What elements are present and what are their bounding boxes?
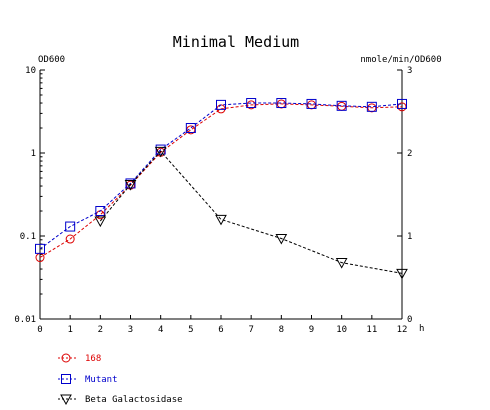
data-point-beta-galactosidase bbox=[335, 258, 348, 269]
data-point-168 bbox=[65, 234, 75, 244]
legend-label-168: 168 bbox=[85, 354, 101, 364]
x-tick-label: 0 bbox=[37, 325, 42, 335]
series-layer bbox=[35, 98, 408, 280]
data-point-mutant bbox=[125, 178, 136, 189]
data-point-beta-galactosidase bbox=[154, 146, 167, 158]
x-tick-label: 4 bbox=[158, 325, 163, 335]
legend: 168 Mutant Beta Galactosidase bbox=[58, 353, 183, 406]
y-left-tick-label: 0.01 bbox=[14, 315, 36, 325]
data-point-mutant bbox=[397, 98, 407, 109]
data-point-mutant bbox=[185, 123, 196, 134]
data-point-mutant bbox=[246, 98, 257, 109]
series-line-beta-galactosidase bbox=[99, 150, 403, 274]
legend-marker-mutant bbox=[61, 374, 71, 384]
x-tick-label: 3 bbox=[128, 325, 133, 335]
x-tick-label: 12 bbox=[397, 325, 408, 335]
x-tick-label: 10 bbox=[336, 325, 347, 335]
y-right-tick-label: 1 bbox=[407, 232, 412, 242]
data-point-beta-galactosidase bbox=[396, 268, 408, 280]
series-168 bbox=[35, 99, 407, 263]
legend-marker-beta-galactosidase bbox=[60, 394, 72, 406]
y-left-tick-label: 1 bbox=[31, 149, 36, 159]
data-point-mutant bbox=[155, 144, 166, 155]
data-point-beta-galactosidase bbox=[94, 216, 107, 228]
y-left-axis-label: OD600 bbox=[38, 55, 65, 65]
data-point-mutant bbox=[276, 98, 287, 109]
data-point-beta-galactosidase bbox=[275, 233, 288, 245]
data-point-mutant bbox=[366, 101, 377, 112]
y-left-tick-label: 0.1 bbox=[20, 232, 36, 242]
x-tick-label: 11 bbox=[366, 325, 377, 335]
legend-label-mutant: Mutant bbox=[85, 375, 118, 385]
x-tick-label: 2 bbox=[98, 325, 103, 335]
series-mutant bbox=[35, 98, 407, 254]
y-right-tick-label: 0 bbox=[407, 315, 412, 325]
data-point-mutant bbox=[306, 98, 317, 109]
y-right-tick-label: 3 bbox=[407, 66, 412, 76]
data-point-mutant bbox=[216, 99, 226, 110]
data-point-mutant bbox=[336, 100, 347, 111]
data-point-mutant bbox=[35, 243, 45, 254]
y-left-tick-label: 10 bbox=[25, 66, 36, 76]
x-tick-label: 7 bbox=[248, 325, 253, 335]
y-right-tick-label: 2 bbox=[407, 149, 412, 159]
x-axis-label: h bbox=[419, 324, 424, 334]
series-beta-galactosidase bbox=[94, 146, 408, 280]
legend-label-beta-galactosidase: Beta Galactosidase bbox=[85, 395, 183, 405]
data-point-beta-galactosidase bbox=[124, 180, 137, 191]
legend-marker-168 bbox=[61, 353, 71, 363]
x-tick-label: 9 bbox=[309, 325, 314, 335]
data-point-mutant bbox=[95, 206, 106, 217]
x-tick-label: 8 bbox=[279, 325, 284, 335]
series-line-168 bbox=[39, 103, 403, 258]
x-tick-label: 5 bbox=[188, 325, 193, 335]
data-point-mutant bbox=[65, 221, 76, 232]
data-point-168 bbox=[95, 210, 105, 220]
data-point-beta-galactosidase bbox=[215, 214, 227, 226]
x-tick-label: 6 bbox=[218, 325, 223, 335]
y-right-axis-label: nmole/min/OD600 bbox=[360, 55, 441, 65]
series-line-mutant bbox=[39, 102, 403, 250]
chart-title: Minimal Medium bbox=[173, 33, 299, 51]
x-tick-label: 1 bbox=[67, 325, 72, 335]
